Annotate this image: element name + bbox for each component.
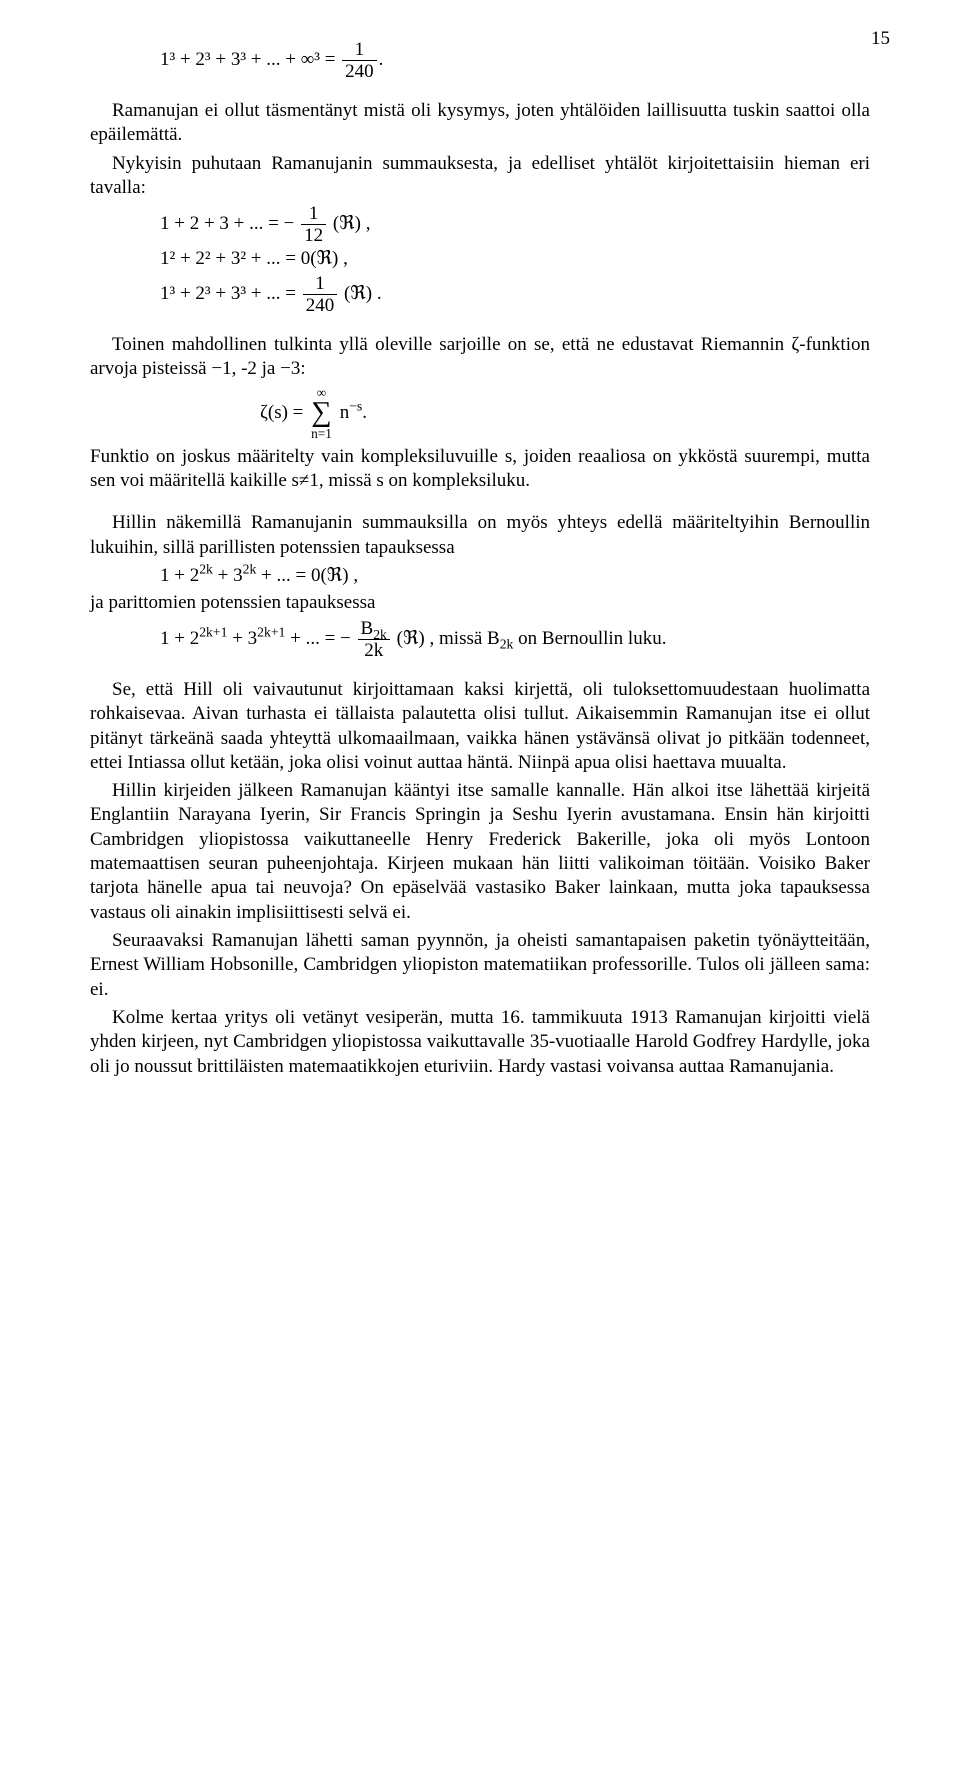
equation-sum-cubes: 1³ + 2³ + 3³ + ... = 1 240 (ℜ) . xyxy=(160,274,870,315)
t2: + 3 xyxy=(227,628,257,649)
paragraph-zeta-intro: Toinen mahdollinen tulkinta yllä olevill… xyxy=(90,333,870,382)
equation-odd-powers: 1 + 22k+1 + 32k+1 + ... = − B2k 2k (ℜ) ,… xyxy=(160,619,870,660)
frac-den: 240 xyxy=(342,61,377,81)
frac-num: 1 xyxy=(303,274,338,295)
period: . xyxy=(362,401,367,422)
eq-lhs: 1³ + 2³ + 3³ + ... + ∞³ = xyxy=(160,49,335,70)
period: . xyxy=(379,49,384,70)
paragraph-body-4: Kolme kertaa yritys oli vetänyt vesiperä… xyxy=(90,1006,870,1079)
page-number: 15 xyxy=(871,28,890,50)
paragraph-body-2: Hillin kirjeiden jälkeen Ramanujan käänt… xyxy=(90,779,870,925)
frac-den: 240 xyxy=(303,295,338,315)
sum-term: n xyxy=(340,401,350,422)
eq-tail: (ℜ) . xyxy=(344,283,382,304)
fraction: 1 12 xyxy=(301,204,326,245)
summation-sigma: ∞ ∑ n=1 xyxy=(311,386,332,441)
fraction-bernoulli: B2k 2k xyxy=(358,619,390,660)
paragraph-body-3: Seuraavaksi Ramanujan lähetti saman pyyn… xyxy=(90,929,870,1002)
sum-exp: −s xyxy=(349,398,362,413)
equation-sum-squares: 1² + 2² + 3² + ... = 0(ℜ) , xyxy=(160,247,870,272)
eq-lhs: 1³ + 2³ + 3³ + ... = xyxy=(160,283,296,304)
sum-lower: n=1 xyxy=(311,427,332,440)
frac-den: 2k xyxy=(358,640,390,660)
equation-cubes-sum: 1³ + 2³ + 3³ + ... + ∞³ = 1 240 . xyxy=(160,40,870,81)
frac-num: 1 xyxy=(301,204,326,225)
equation-even-powers: 1 + 22k + 32k + ... = 0(ℜ) , xyxy=(160,564,870,589)
tail: (ℜ) , missä B xyxy=(397,628,500,649)
paragraph-intro: Ramanujan ei ollut täsmentänyt mistä oli… xyxy=(90,99,870,148)
fraction: 1 240 xyxy=(342,40,377,81)
t1: 1 + 2 xyxy=(160,628,199,649)
b: B xyxy=(361,618,374,639)
zeta-lhs: ζ(s) = xyxy=(260,401,303,422)
paragraph-hill-even: Hillin näkemillä Ramanujanin summauksill… xyxy=(90,511,870,560)
exp: 2k+1 xyxy=(257,624,285,639)
page: 15 1³ + 2³ + 3³ + ... + ∞³ = 1 240 . Ram… xyxy=(0,0,960,1143)
frac-den: 12 xyxy=(301,225,326,245)
frac-num: 1 xyxy=(342,40,377,61)
t1: 1 + 2 xyxy=(160,565,199,586)
equation-zeta-def: ζ(s) = ∞ ∑ n=1 n−s. xyxy=(260,386,870,441)
t2: + 3 xyxy=(213,565,243,586)
b-sub: 2k xyxy=(500,637,514,652)
t3: + ... = 0(ℜ) , xyxy=(256,565,358,586)
equation-sum-naturals: 1 + 2 + 3 + ... = − 1 12 (ℜ) , xyxy=(160,204,870,245)
paragraph-nykyisin: Nykyisin puhutaan Ramanujanin summaukses… xyxy=(90,152,870,201)
paragraph-body-1: Se, että Hill oli vaivautunut kirjoittam… xyxy=(90,678,870,775)
t3: + ... = − xyxy=(285,628,350,649)
exp: 2k xyxy=(243,562,257,577)
eq-lhs: 1 + 2 + 3 + ... = − xyxy=(160,213,294,234)
sigma-icon: ∑ xyxy=(311,399,332,428)
tail2: on Bernoullin luku. xyxy=(513,628,666,649)
fraction: 1 240 xyxy=(303,274,338,315)
paragraph-zeta-note: Funktio on joskus määritelty vain komple… xyxy=(90,445,870,494)
paragraph-hill-odd: ja parittomien potenssien tapauksessa xyxy=(90,591,870,615)
eq-tail: (ℜ) , xyxy=(333,213,371,234)
exp: 2k+1 xyxy=(199,624,227,639)
frac-num: B2k xyxy=(358,619,390,640)
exp: 2k xyxy=(199,562,213,577)
